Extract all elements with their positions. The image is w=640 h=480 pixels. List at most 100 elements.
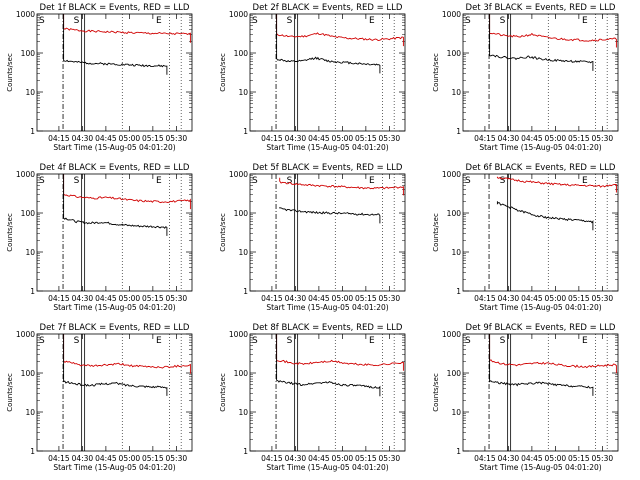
- x-tick-label: 04:45: [521, 454, 543, 463]
- start-marker-label: S: [465, 336, 471, 346]
- start-marker-label: S: [500, 16, 506, 26]
- y-tick-label: 1000: [442, 330, 461, 339]
- x-tick-label: 04:30: [285, 134, 307, 143]
- start-marker-label: S: [500, 336, 506, 346]
- x-tick-label: 04:15: [48, 134, 70, 143]
- y-tick-label: 1: [30, 127, 35, 136]
- events-series-line: [279, 207, 381, 224]
- x-axis-label: Start Time (15-Aug-05 04:01:20): [53, 143, 175, 152]
- x-tick-label: 04:15: [261, 294, 283, 303]
- start-marker-label: S: [252, 176, 258, 186]
- x-tick-label: 04:30: [72, 294, 94, 303]
- start-marker-label: S: [74, 336, 80, 346]
- panel-det-8: Det 8f BLACK = Events, RED = LLD 1 10 100 10…: [219, 323, 406, 472]
- plot-frame: [462, 333, 619, 452]
- y-tick-label: 100: [234, 49, 249, 58]
- plot-frame: [36, 13, 193, 132]
- end-marker-label: E: [369, 16, 375, 26]
- start-marker-label: S: [500, 176, 506, 186]
- y-tick-label: 1: [456, 287, 461, 296]
- end-marker-label: E: [369, 336, 375, 346]
- start-marker-label: S: [252, 336, 258, 346]
- y-tick-label: 1000: [442, 170, 461, 179]
- x-axis-label: Start Time (15-Aug-05 04:01:20): [53, 463, 175, 472]
- y-tick-label: 10: [238, 88, 248, 97]
- x-tick-label: 04:45: [521, 134, 543, 143]
- lld-series-line: [63, 174, 191, 210]
- end-marker-label: E: [156, 16, 162, 26]
- start-marker-label: S: [287, 336, 293, 346]
- y-tick-label: 100: [21, 49, 36, 58]
- y-tick-label: 1000: [229, 10, 248, 19]
- y-tick-label: 10: [25, 248, 35, 257]
- plot-frame: [36, 333, 193, 452]
- x-tick-label: 05:00: [119, 294, 141, 303]
- end-marker-label: E: [156, 336, 162, 346]
- start-marker-label: S: [465, 16, 471, 26]
- panel-title: Det 8f BLACK = Events, RED = LLD: [253, 323, 403, 333]
- x-tick-label: 05:00: [332, 134, 354, 143]
- events-series-line: [489, 334, 594, 396]
- panel-det-4: Det 4f BLACK = Events, RED = LLD 1 10 100 10…: [6, 163, 193, 312]
- x-tick-label: 04:15: [474, 134, 496, 143]
- x-tick-label: 05:15: [142, 454, 164, 463]
- panel-title: Det 9f BLACK = Events, RED = LLD: [466, 323, 616, 333]
- end-marker-label: E: [582, 176, 588, 186]
- start-marker-label: S: [252, 16, 258, 26]
- x-axis-label: Start Time (15-Aug-05 04:01:20): [479, 143, 601, 152]
- panel-det-9: Det 9f BLACK = Events, RED = LLD 1 10 100 10…: [432, 323, 619, 472]
- start-marker-label: S: [287, 16, 293, 26]
- y-tick-label: 10: [238, 408, 248, 417]
- y-axis-label: Counts/sec: [6, 373, 14, 412]
- panel-det-7: Det 7f BLACK = Events, RED = LLD 1 10 100 10…: [6, 323, 193, 472]
- y-tick-label: 1: [456, 447, 461, 456]
- start-marker-label: S: [74, 176, 80, 186]
- lld-series-line: [63, 334, 191, 374]
- x-tick-label: 05:30: [379, 294, 401, 303]
- y-tick-label: 1: [456, 127, 461, 136]
- y-tick-label: 10: [451, 248, 461, 257]
- events-series-line: [276, 14, 381, 74]
- panel-det-1: Det 1f BLACK = Events, RED = LLD 1 10 100 10…: [6, 3, 193, 152]
- x-tick-label: 05:30: [592, 454, 614, 463]
- x-tick-label: 04:30: [285, 454, 307, 463]
- x-tick-label: 05:30: [379, 454, 401, 463]
- x-tick-label: 04:30: [285, 294, 307, 303]
- y-tick-label: 100: [234, 209, 249, 218]
- lld-series-line: [496, 176, 617, 193]
- plot-frame: [462, 13, 619, 132]
- panel-title: Det 1f BLACK = Events, RED = LLD: [40, 3, 190, 13]
- events-series-line: [63, 174, 168, 236]
- x-tick-label: 05:30: [592, 294, 614, 303]
- y-tick-label: 1000: [16, 10, 35, 19]
- x-tick-label: 04:30: [498, 454, 520, 463]
- x-tick-label: 05:30: [379, 134, 401, 143]
- y-tick-label: 100: [447, 209, 462, 218]
- lld-series-line: [276, 334, 404, 371]
- x-tick-label: 05:30: [592, 134, 614, 143]
- y-tick-label: 10: [451, 88, 461, 97]
- y-tick-label: 1: [243, 447, 248, 456]
- y-tick-label: 1000: [16, 330, 35, 339]
- x-tick-label: 05:15: [142, 134, 164, 143]
- panel-title: Det 5f BLACK = Events, RED = LLD: [253, 163, 403, 173]
- x-tick-label: 04:45: [95, 134, 117, 143]
- x-tick-label: 05:00: [332, 294, 354, 303]
- plot-frame: [462, 173, 619, 292]
- y-tick-label: 10: [451, 408, 461, 417]
- x-tick-label: 04:15: [261, 454, 283, 463]
- y-tick-label: 1000: [442, 10, 461, 19]
- y-tick-label: 1: [30, 447, 35, 456]
- y-tick-label: 1000: [16, 170, 35, 179]
- x-tick-label: 04:30: [72, 454, 94, 463]
- x-tick-label: 05:30: [166, 134, 188, 143]
- panel-title: Det 7f BLACK = Events, RED = LLD: [40, 323, 190, 333]
- y-tick-label: 100: [21, 369, 36, 378]
- events-series-line: [496, 201, 594, 231]
- x-tick-label: 04:45: [308, 294, 330, 303]
- x-axis-label: Start Time (15-Aug-05 04:01:20): [479, 463, 601, 472]
- panel-det-5: Det 5f BLACK = Events, RED = LLD 1 10 100 10…: [219, 163, 406, 312]
- start-marker-label: S: [39, 336, 45, 346]
- plot-frame: [249, 333, 406, 452]
- lld-series-line: [489, 14, 617, 48]
